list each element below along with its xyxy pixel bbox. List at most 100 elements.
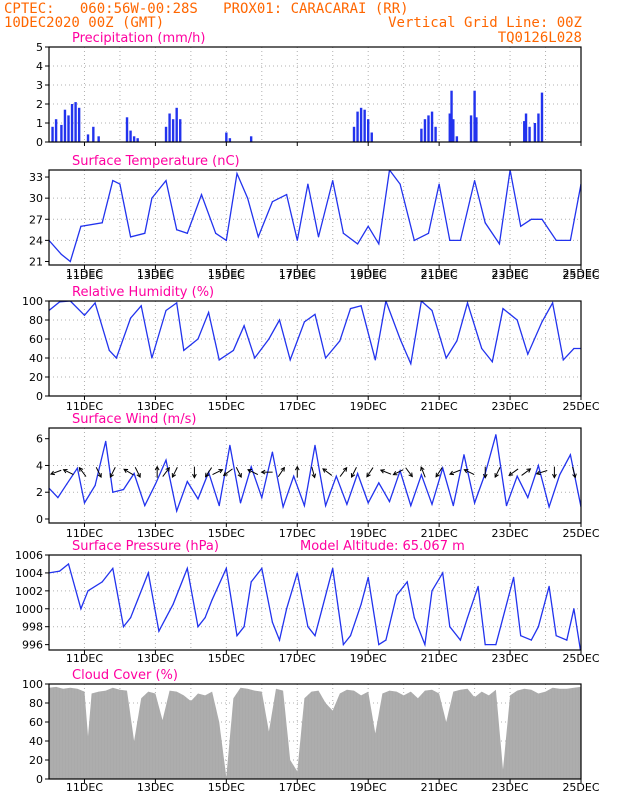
precip-xtick-label: 21DEC (421, 267, 458, 280)
temp-point (459, 239, 462, 241)
wind-point (229, 444, 231, 446)
header-run-id: TQ0126L028 (497, 30, 582, 46)
wind-arrow-head (192, 473, 197, 479)
pressure-point (307, 626, 309, 628)
humidity-point (151, 357, 153, 359)
cloud-xtick-label: 23DEC (492, 781, 529, 794)
wind-arrow-shaft (247, 469, 259, 476)
wind-arrow-shaft (311, 466, 316, 478)
wind-arrow-head (494, 473, 499, 479)
temp-series-line (49, 170, 581, 263)
temp-point (296, 239, 298, 241)
wind-arrow-shaft (351, 467, 357, 478)
wind-arrow-head (247, 469, 253, 474)
precip-xtick-label: 13DEC (137, 267, 174, 280)
temp-point (129, 236, 132, 238)
wind-arrow-head (123, 468, 129, 474)
humidity-frame (48, 300, 582, 397)
temp-xtick-label: 11DEC (66, 269, 103, 282)
temp-point (342, 232, 344, 234)
humidity-ytick-label: 80 (29, 314, 43, 327)
humidity-xtick-label: 25DEC (562, 400, 599, 413)
precip-bar (129, 130, 132, 142)
pressure-point (495, 644, 497, 646)
wind-arrow-head (508, 471, 514, 476)
humidity-point (208, 311, 210, 313)
humidity-point (183, 349, 185, 351)
wind-arrow-head (109, 473, 114, 479)
precip-bar (249, 136, 253, 142)
temp-point (101, 222, 103, 224)
header-line1: CPTEC: 060:56W-00:28S PROX01: CARACARAI … (4, 1, 409, 17)
temp-ytick-label: 24 (29, 234, 43, 247)
pressure-point (378, 644, 380, 646)
wind-arrow-shaft (277, 467, 285, 478)
pressure-point (459, 639, 462, 641)
humidity-xtick-label: 15DEC (208, 400, 245, 413)
wind-arrow-head (408, 472, 413, 478)
wind-xtick-label: 19DEC (350, 527, 387, 540)
precip-bar (97, 136, 100, 142)
wind-arrow-shaft (171, 467, 178, 478)
temp-point (257, 236, 259, 238)
wind-point (186, 480, 188, 483)
wind-point (133, 472, 135, 475)
humidity-ytick-label: 100 (22, 295, 43, 308)
temp-point (332, 179, 334, 182)
precip-bar (537, 113, 540, 142)
wind-ytick-label: 4 (36, 459, 43, 472)
pressure-point (548, 585, 550, 587)
pressure-panel: 996 998 1000 1002 1004 1006 Surface Pressure (… (15, 539, 600, 665)
wind-ytick-label: 2 (36, 486, 43, 499)
wind-arrow-head (165, 466, 170, 472)
wind-point (94, 484, 96, 487)
wind-point (431, 503, 433, 505)
pressure-point (466, 617, 469, 619)
wind-point (505, 505, 508, 507)
wind-point (261, 496, 263, 499)
cloud-ytick-label: 20 (29, 754, 43, 767)
precip-bar (427, 115, 430, 142)
humidity-xtick-label: 17DEC (279, 400, 316, 413)
cloud-ytick-label: 100 (22, 678, 43, 691)
wind-arrow-head (463, 469, 469, 474)
pressure-point (349, 635, 352, 637)
temp-xtick-label: 17DEC (279, 269, 316, 282)
wind-point (282, 506, 284, 508)
precip-bar (132, 136, 136, 142)
wind-arrow-head (280, 466, 285, 472)
wind-point (66, 483, 68, 485)
wind-arrow-head (420, 466, 425, 472)
wind-arrow-head (342, 466, 348, 472)
wind-arrow-head (260, 469, 266, 475)
wind-point (537, 464, 540, 467)
precip-bar (423, 119, 427, 142)
temp-point (399, 183, 401, 185)
precip-bar (70, 104, 74, 142)
pressure-point (442, 572, 444, 574)
wind-arrow-shaft (205, 467, 213, 478)
precip-bar (430, 111, 434, 142)
precip-bar (86, 134, 90, 142)
wind-xtick-label: 23DEC (492, 527, 529, 540)
wind-ytick-label: 0 (36, 513, 43, 526)
pressure-point (360, 603, 362, 605)
pressure-point (137, 599, 139, 601)
precip-xtick-label: 25DEC (562, 267, 599, 280)
precip-bar (540, 92, 544, 142)
temp-point (569, 239, 571, 241)
precip-xtick-label: 11DEC (66, 267, 103, 280)
precip-xtick-label: 19DEC (350, 267, 387, 280)
wind-point (239, 502, 242, 504)
precip-bar (434, 126, 437, 142)
temp-point (438, 183, 440, 185)
pressure-point (147, 572, 149, 574)
pressure-xtick-label: 11DEC (66, 652, 103, 665)
pressure-ytick-label: 1004 (15, 567, 43, 580)
precip-bar (74, 102, 77, 142)
wind-arrow-head (97, 473, 102, 479)
wind-arrow-shaft (223, 468, 233, 476)
wind-arrow-head (49, 470, 55, 476)
precip-bar (60, 124, 63, 142)
humidity-point (303, 321, 305, 323)
